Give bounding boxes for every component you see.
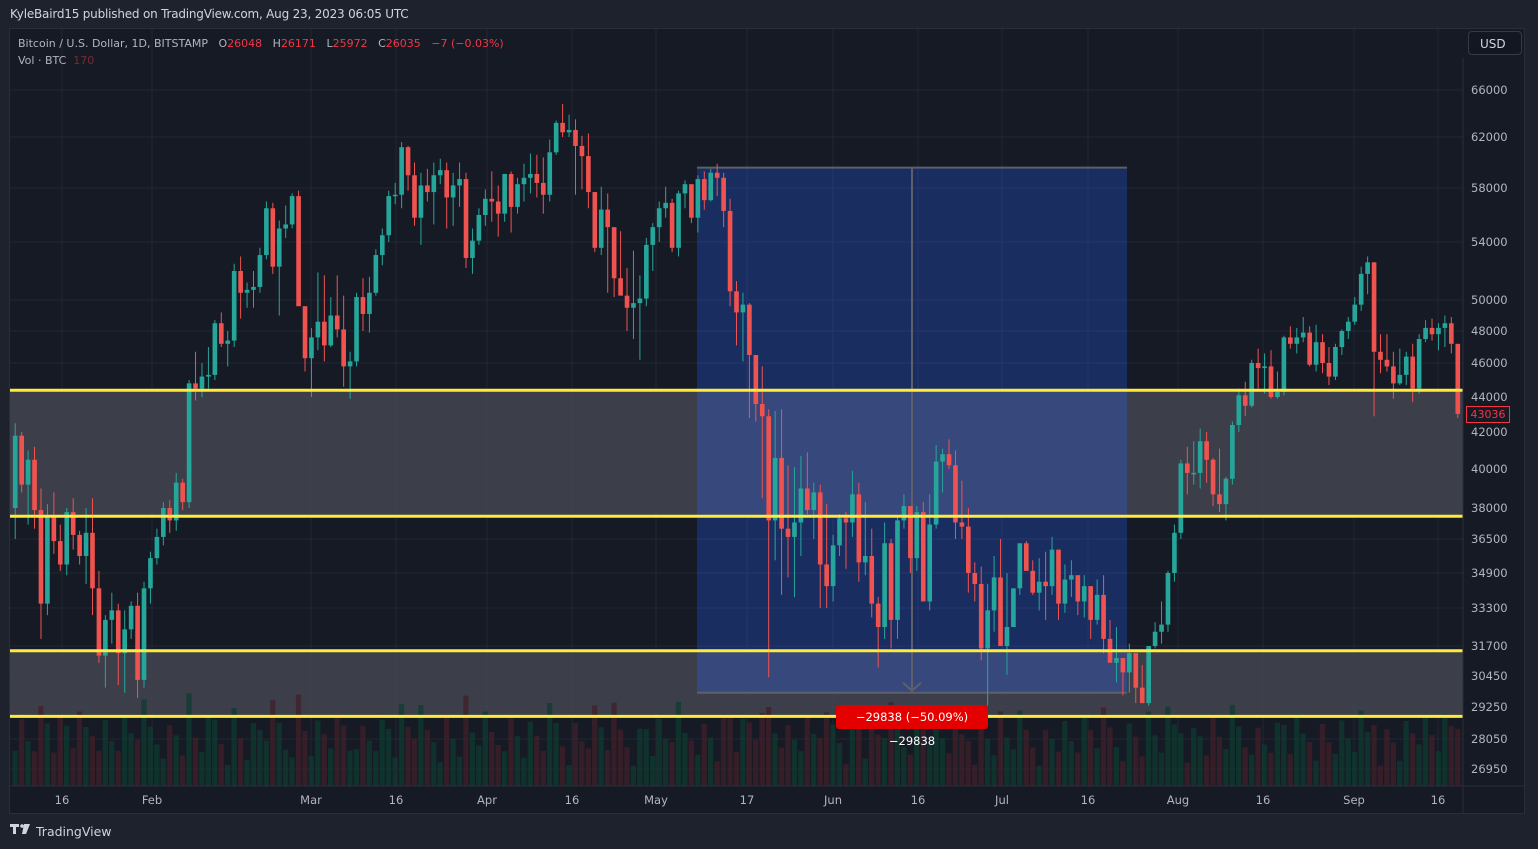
x-axis-label: Jul (994, 793, 1009, 807)
change-value: −7 (−0.03%) (431, 37, 504, 50)
y-axis-label: 36500 (1471, 532, 1508, 546)
tradingview-logo-icon (10, 823, 32, 839)
close-value: 26035 (385, 37, 421, 50)
y-axis-label: 62000 (1471, 130, 1508, 144)
x-axis-label: Aug (1167, 793, 1189, 807)
y-axis-label: 28050 (1471, 732, 1508, 746)
y-axis-label: 54000 (1471, 235, 1508, 249)
volume-row: Vol · BTC 170 (18, 52, 504, 69)
x-axis-label: 16 (1431, 793, 1446, 807)
tradingview-branding[interactable]: TradingView (10, 823, 112, 839)
y-axis-label: 26950 (1471, 762, 1508, 776)
x-axis-label: 16 (1256, 793, 1271, 807)
x-axis-label: Mar (300, 793, 322, 807)
x-axis-label: 17 (740, 793, 755, 807)
y-axis-label: 29250 (1471, 700, 1508, 714)
y-axis-label: 50000 (1471, 293, 1508, 307)
y-axis-label: 34900 (1471, 566, 1508, 580)
x-axis-label: 16 (55, 793, 70, 807)
publisher-line: KyleBaird15 published on TradingView.com… (10, 7, 409, 21)
x-axis-label: 16 (911, 793, 926, 807)
currency-button[interactable]: USD (1468, 31, 1522, 55)
x-axis-label: Feb (142, 793, 162, 807)
y-axis-label: 48000 (1471, 324, 1508, 338)
y-axis-label: 58000 (1471, 181, 1508, 195)
ohlc-row: Bitcoin / U.S. Dollar, 1D, BITSTAMP O260… (18, 37, 504, 50)
x-axis-label: 16 (565, 793, 580, 807)
y-axis-label: 66000 (1471, 83, 1508, 97)
y-axis-label: 42000 (1471, 425, 1508, 439)
chart-legend: Bitcoin / U.S. Dollar, 1D, BITSTAMP O260… (18, 35, 504, 69)
y-axis-label: 46000 (1471, 356, 1508, 370)
open-value: 26048 (227, 37, 263, 50)
last-price-tag: 43036 (1466, 406, 1510, 423)
y-axis-label: 44000 (1471, 390, 1508, 404)
y-axis-label: 30450 (1471, 669, 1508, 683)
y-axis-label: 40000 (1471, 462, 1508, 476)
x-axis-label: 16 (1081, 793, 1096, 807)
x-axis-label: Sep (1343, 793, 1365, 807)
volume-label[interactable]: Vol · BTC (18, 54, 67, 67)
tradingview-label: TradingView (36, 823, 112, 839)
y-axis-label: 31700 (1471, 639, 1508, 653)
x-axis-label: May (644, 793, 668, 807)
y-axis-label: 33300 (1471, 601, 1508, 615)
high-value: 26171 (280, 37, 316, 50)
y-axis-label: 38000 (1471, 501, 1508, 515)
x-axis-label: Jun (823, 793, 842, 807)
volume-value: 170 (73, 54, 95, 67)
x-axis-label: Apr (477, 793, 497, 807)
symbol-title[interactable]: Bitcoin / U.S. Dollar, 1D, BITSTAMP (18, 37, 208, 50)
x-axis-label: 16 (389, 793, 404, 807)
low-value: 25972 (332, 37, 368, 50)
measure-badge: −29838 (−50.09%) −29838 (836, 705, 988, 748)
